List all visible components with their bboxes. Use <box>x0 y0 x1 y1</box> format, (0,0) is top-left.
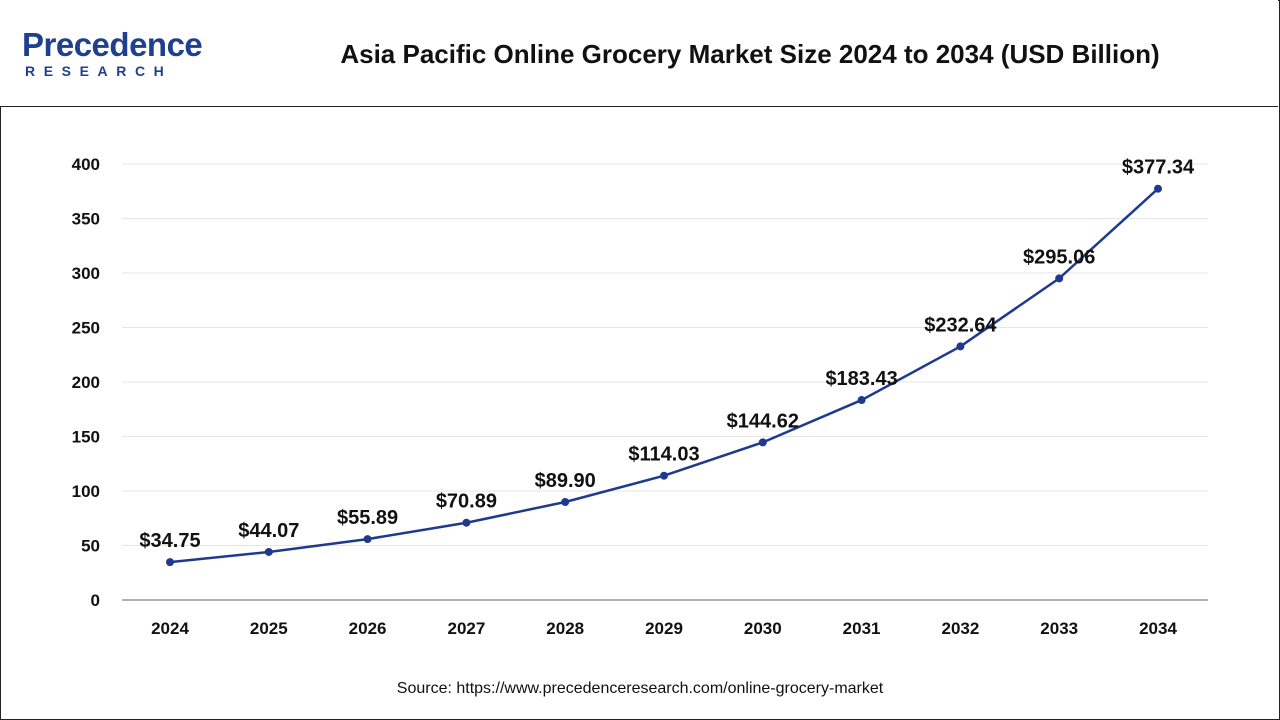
x-tick-label: 2033 <box>1040 619 1078 638</box>
series <box>166 184 1162 567</box>
x-tick-label: 2030 <box>744 619 782 638</box>
y-tick-label: 400 <box>72 155 100 174</box>
x-tick-label: 2029 <box>645 619 683 638</box>
chart-title: Asia Pacific Online Grocery Market Size … <box>340 39 1160 69</box>
data-label: $183.43 <box>825 368 897 390</box>
y-tick-label: 350 <box>72 210 100 229</box>
data-point <box>561 498 570 507</box>
y-tick-label: 0 <box>91 591 100 610</box>
data-point <box>758 438 767 447</box>
y-tick-label: 300 <box>72 264 100 283</box>
data-label: $34.75 <box>139 530 200 552</box>
data-label: $70.89 <box>436 491 497 513</box>
axes: 0 50 100 150 200 250 300 350 400 2024 2025 2026 2027… <box>72 155 1208 638</box>
y-tick-label: 100 <box>72 482 100 501</box>
source-note: Source: https://www.precedenceresearch.c… <box>396 680 884 697</box>
data-label: $89.90 <box>535 470 596 492</box>
data-point <box>956 342 965 351</box>
data-point <box>264 547 273 556</box>
data-point <box>1055 274 1064 283</box>
data-point <box>462 518 471 527</box>
line-chart: 0 50 100 150 200 250 300 350 400 2024 2025 2026 2027… <box>72 155 1208 638</box>
logo-wordmark: Precedence <box>22 26 203 63</box>
data-point <box>857 396 866 405</box>
data-label: $377.34 <box>1122 157 1195 179</box>
y-tick-label: 150 <box>72 428 100 447</box>
data-label: $114.03 <box>628 444 699 466</box>
x-tick-label: 2028 <box>546 619 584 638</box>
x-tick-label: 2027 <box>447 619 485 638</box>
x-tick-label: 2034 <box>1139 619 1177 638</box>
x-tick-label: 2025 <box>250 619 288 638</box>
data-point <box>363 535 372 544</box>
data-label: $295.06 <box>1023 246 1095 268</box>
data-point <box>660 471 668 480</box>
gridlines <box>122 163 1208 546</box>
brand-logo: Precedence RESEARCH <box>22 26 222 82</box>
data-label: $55.89 <box>337 507 398 529</box>
y-tick-label: 250 <box>72 319 100 338</box>
data-point <box>1154 184 1162 193</box>
logo-subtitle: RESEARCH <box>25 63 173 79</box>
header: Precedence RESEARCH Asia Pacific Online … <box>0 0 1278 107</box>
y-tick-label: 200 <box>72 373 100 392</box>
x-tick-label: 2032 <box>941 619 979 638</box>
data-labels: $34.75 $44.07 $55.89 $70.89 $89.90 $114.03 $14… <box>139 157 1195 552</box>
data-label: $232.64 <box>924 314 997 336</box>
x-tick-label: 2031 <box>843 619 881 638</box>
y-tick-label: 50 <box>81 537 100 556</box>
series-line <box>169 187 1159 564</box>
data-label: $144.62 <box>727 410 799 432</box>
x-tick-label: 2024 <box>151 619 189 638</box>
data-label: $44.07 <box>238 520 299 542</box>
x-tick-label: 2026 <box>349 619 387 638</box>
data-point <box>166 558 174 567</box>
